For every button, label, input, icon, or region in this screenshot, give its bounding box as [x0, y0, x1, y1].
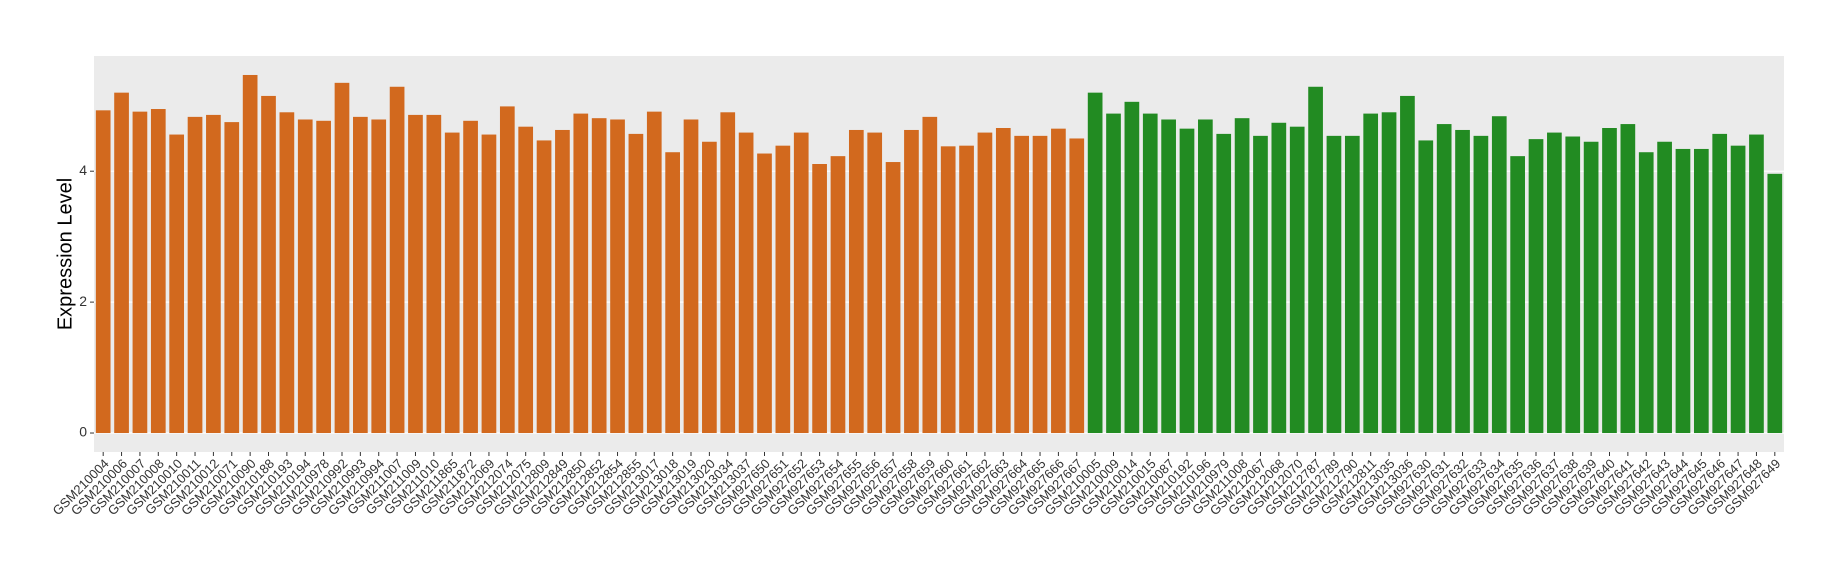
- bar: [371, 119, 387, 434]
- bar: [959, 145, 974, 434]
- bar: [1381, 112, 1397, 434]
- bar: [389, 86, 405, 434]
- bar: [1069, 138, 1085, 434]
- bar: [1473, 135, 1489, 434]
- bar: [1749, 134, 1764, 434]
- bar: [1014, 135, 1030, 434]
- bar: [224, 122, 240, 434]
- bar: [1547, 132, 1562, 434]
- y-axis-title: Expression Level: [54, 178, 76, 330]
- bar: [1106, 113, 1121, 434]
- bar: [628, 133, 644, 434]
- bar: [775, 145, 791, 434]
- bar: [867, 132, 883, 434]
- bar: [426, 114, 442, 434]
- bar: [169, 134, 185, 434]
- bar: [904, 129, 919, 434]
- bar: [885, 162, 901, 434]
- bar: [720, 112, 736, 434]
- bar: [1565, 136, 1581, 434]
- bar: [940, 146, 956, 434]
- bar: [1657, 141, 1672, 434]
- bar: [1363, 113, 1379, 434]
- y-tick-label: 2: [79, 293, 87, 309]
- bar: [573, 113, 589, 434]
- bar: [1289, 126, 1305, 434]
- bar: [848, 129, 864, 434]
- bar: [187, 116, 203, 434]
- bar: [646, 111, 662, 434]
- bar: [1161, 119, 1176, 434]
- bar: [150, 109, 166, 434]
- bar: [1308, 86, 1323, 434]
- bar: [1436, 124, 1452, 434]
- bar: [1234, 118, 1250, 434]
- bar: [1271, 122, 1287, 434]
- bar: [1638, 152, 1654, 434]
- bar: [977, 132, 993, 434]
- bar: [1198, 119, 1213, 434]
- bar: [1418, 140, 1434, 434]
- bar: [114, 92, 129, 434]
- bar: [757, 153, 772, 434]
- bar: [279, 112, 295, 434]
- bar: [536, 140, 552, 434]
- bar: [1455, 129, 1470, 434]
- bar: [922, 116, 938, 434]
- bar: [1032, 135, 1048, 434]
- bar: [830, 156, 846, 434]
- bar: [683, 119, 699, 434]
- bar: [334, 82, 350, 434]
- bar: [1767, 173, 1783, 434]
- bar: [738, 132, 754, 434]
- bar: [702, 141, 717, 434]
- bar: [1326, 135, 1342, 434]
- bar: [518, 126, 534, 434]
- bar: [1675, 148, 1691, 434]
- bar: [1051, 128, 1066, 434]
- bar: [555, 129, 570, 434]
- bar: [1583, 141, 1599, 434]
- y-tick-label: 4: [79, 162, 87, 178]
- bar: [353, 116, 368, 434]
- bar: [1344, 135, 1360, 434]
- bar: [995, 128, 1011, 434]
- bar: [1510, 156, 1525, 434]
- bar: [95, 110, 111, 434]
- bar: [812, 164, 827, 434]
- bar: [1400, 95, 1415, 434]
- bar: [1528, 139, 1544, 434]
- y-tick-label: 0: [79, 424, 87, 440]
- bar: [610, 119, 625, 434]
- bar: [1142, 113, 1158, 434]
- bar: [1602, 128, 1617, 434]
- bar: [1730, 145, 1746, 434]
- bar: [1179, 128, 1195, 434]
- bar: [1124, 101, 1140, 434]
- bar: [1253, 135, 1268, 434]
- bar: [1491, 116, 1507, 434]
- bar: [1216, 133, 1232, 434]
- bar: [297, 119, 313, 434]
- bar: [1693, 148, 1709, 434]
- bar: [132, 111, 148, 434]
- bar: [793, 132, 809, 434]
- bar: [481, 134, 497, 434]
- bar: [261, 95, 276, 434]
- bar: [665, 152, 680, 434]
- bar: [316, 120, 331, 434]
- bar: [1087, 92, 1103, 434]
- bar: [463, 120, 478, 434]
- bar: [1620, 124, 1636, 434]
- bar: [499, 106, 515, 434]
- bar: [591, 118, 607, 434]
- bar: [1712, 133, 1728, 434]
- bar: [206, 114, 221, 434]
- bar: [444, 132, 460, 434]
- bar: [408, 114, 423, 434]
- bar: [242, 74, 258, 434]
